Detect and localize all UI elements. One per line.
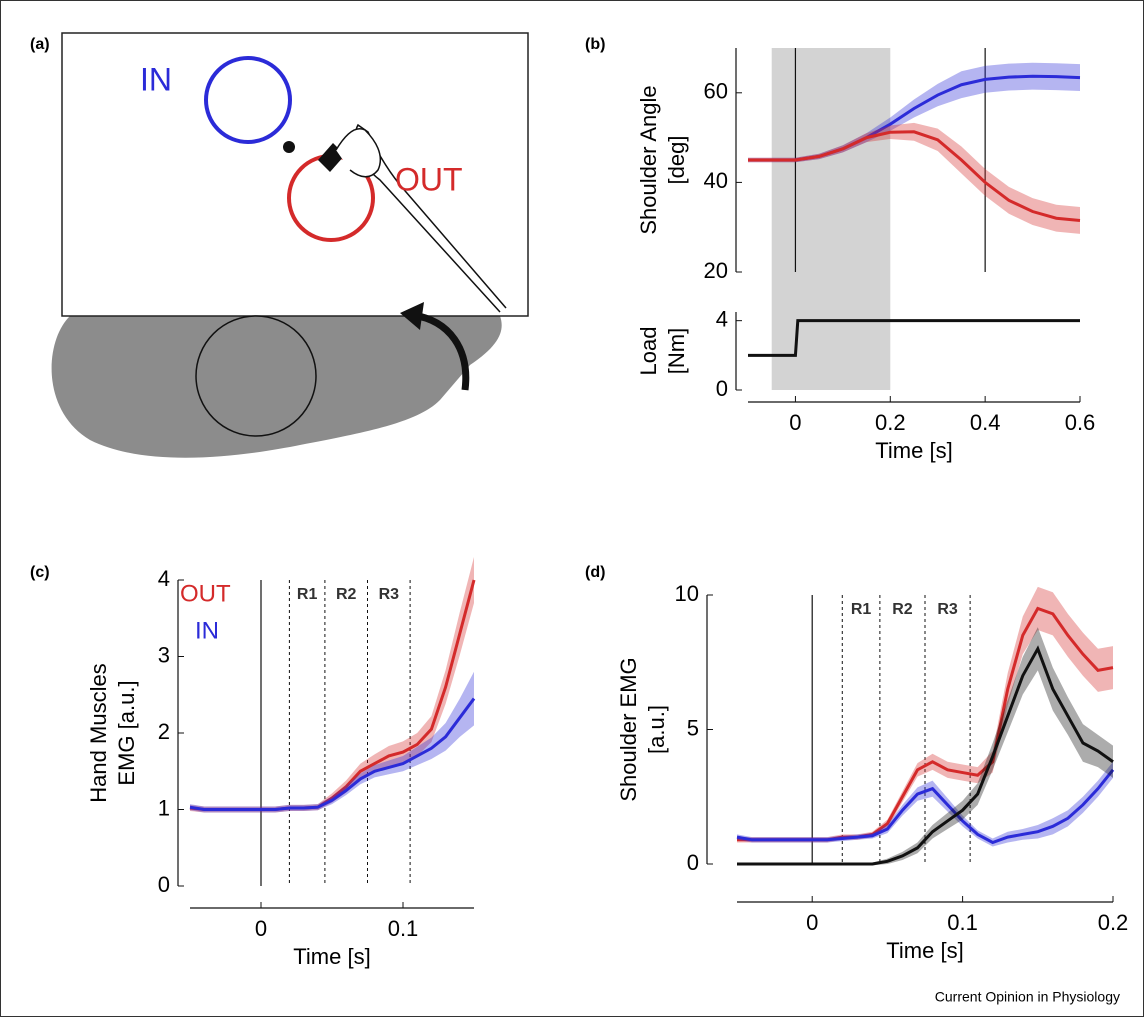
x-tick-label: 0.4 xyxy=(970,410,1001,435)
x-tick-label: 0.2 xyxy=(1098,910,1129,935)
series-line xyxy=(748,319,1080,357)
hand xyxy=(335,128,382,178)
y-tick-label: 40 xyxy=(704,168,728,193)
x-tick-label: 0 xyxy=(255,916,267,941)
x-axis-label: Time [s] xyxy=(293,944,370,969)
phase-label: R2 xyxy=(892,601,913,618)
start-dot xyxy=(283,141,295,153)
shaded-region xyxy=(771,48,891,390)
x-tick-label: 0.1 xyxy=(947,910,978,935)
arrow-head xyxy=(400,302,424,330)
footer: Current Opinion in Physiology xyxy=(935,989,1120,1005)
y-axis-label: EMG [a.u.] xyxy=(114,680,139,785)
panel-label: (b) xyxy=(585,36,605,53)
y-axis-label: [deg] xyxy=(664,136,689,185)
y-tick-label: 2 xyxy=(158,719,170,744)
phase-label: R1 xyxy=(297,586,318,603)
series-line xyxy=(736,768,1115,845)
y-tick-label: 10 xyxy=(675,581,699,606)
y-axis-label: [a.u.] xyxy=(644,705,669,754)
arrow xyxy=(411,311,470,391)
error-band xyxy=(748,62,1080,163)
x-tick-label: 0.1 xyxy=(388,916,419,941)
x-tick-label: 0.2 xyxy=(875,410,906,435)
target-label: IN xyxy=(140,61,172,97)
head xyxy=(195,315,317,437)
y-tick-label: 0 xyxy=(158,872,170,897)
phase-label: R3 xyxy=(937,601,958,618)
y-tick-label: 60 xyxy=(704,79,728,104)
legend-entry: OUT xyxy=(180,580,231,607)
series-line xyxy=(748,130,1081,222)
error-band xyxy=(737,761,1113,847)
y-tick-label: 1 xyxy=(158,795,170,820)
panel-label: (a) xyxy=(30,36,50,53)
y-axis-label: Shoulder EMG xyxy=(616,657,641,801)
series-line xyxy=(737,645,1114,866)
x-tick-label: 0.6 xyxy=(1065,410,1096,435)
y-axis-label: [Nm] xyxy=(664,328,689,374)
x-tick-label: 0 xyxy=(789,410,801,435)
panel-label: (d) xyxy=(585,564,605,581)
y-tick-label: 20 xyxy=(704,258,728,283)
y-tick-label: 4 xyxy=(716,306,728,331)
phase-label: R2 xyxy=(336,586,357,603)
y-tick-label: 3 xyxy=(158,642,170,667)
y-tick-label: 4 xyxy=(158,566,170,591)
x-tick-label: 0 xyxy=(806,910,818,935)
in-target xyxy=(204,56,292,144)
workspace xyxy=(61,32,529,317)
y-axis-label: Load xyxy=(636,327,661,376)
x-axis-label: Time [s] xyxy=(886,938,963,963)
phase-label: R3 xyxy=(379,586,400,603)
y-axis-label: Hand Muscles xyxy=(86,663,111,802)
phase-label: R1 xyxy=(851,601,872,618)
y-tick-label: 0 xyxy=(687,850,699,875)
panel-label: (c) xyxy=(30,564,50,581)
panel-a-diagram: IN OUT (a) xyxy=(30,32,529,458)
y-axis-label: Shoulder Angle xyxy=(636,85,661,234)
error-band xyxy=(748,122,1080,234)
legend-entry: IN xyxy=(195,617,219,644)
x-axis-label: Time [s] xyxy=(875,438,952,463)
target-label: OUT xyxy=(395,161,463,197)
y-tick-label: 5 xyxy=(687,715,699,740)
y-tick-label: 0 xyxy=(716,376,728,401)
series-line xyxy=(189,697,476,811)
error-band xyxy=(190,557,474,813)
